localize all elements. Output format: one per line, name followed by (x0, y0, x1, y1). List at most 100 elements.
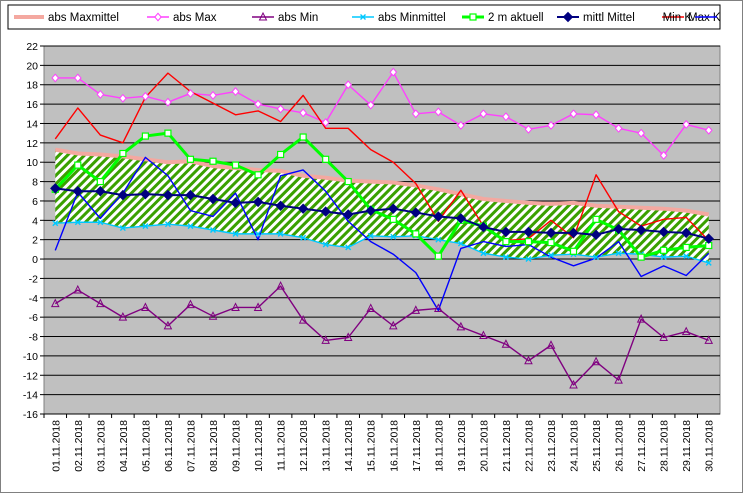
marker-mittl-mittel (275, 200, 286, 211)
marker-abs-max (434, 107, 443, 117)
marker-mittl-mittel (117, 189, 129, 201)
series-line-min-k (54, 156, 710, 312)
x-tick-label: 07.11.2018 (185, 420, 197, 472)
marker-2-m-aktuell (344, 177, 352, 186)
marker-abs-min (456, 321, 466, 331)
x-tick-label: 24.11.2018 (569, 420, 581, 472)
marker-abs-max (119, 93, 127, 103)
marker-mittl-mittel (635, 224, 647, 236)
series-line-abs-minmittel (55, 221, 709, 264)
marker-abs-min (321, 335, 330, 344)
marker-abs-minmittel (705, 259, 712, 266)
legend-label-abs-min: abs Min (278, 12, 318, 24)
marker-2-m-aktuell (434, 252, 442, 260)
y-tick-label: -12 (23, 370, 38, 382)
marker-abs-min (141, 302, 150, 311)
marker-mittl-mittel (613, 223, 624, 235)
legend-label-abs-max: abs Max (173, 12, 217, 24)
marker-mittl-mittel (703, 233, 714, 244)
marker-abs-minmittel (480, 250, 487, 257)
marker-abs-max (73, 73, 82, 83)
marker-abs-minmittel (277, 230, 284, 237)
y-tick-label: 10 (26, 157, 38, 169)
marker-mittl-mittel (568, 227, 579, 239)
marker-2-m-aktuell (209, 157, 217, 165)
x-tick-label: 04.11.2018 (118, 420, 130, 472)
x-tick-label: 01.11.2018 (50, 420, 62, 472)
marker-abs-min (479, 330, 488, 340)
series-markers (50, 67, 714, 389)
marker-abs-minmittel (345, 244, 352, 251)
y-tick-label: -8 (29, 332, 38, 344)
marker-abs-max (344, 80, 353, 90)
marker-abs-max (592, 110, 600, 120)
legend-marker-2-m-aktuell (469, 13, 477, 21)
marker-2-m-aktuell (592, 215, 600, 223)
marker-abs-max (299, 108, 307, 118)
x-tick-label: 10.11.2018 (253, 420, 265, 472)
marker-2-m-aktuell (682, 243, 690, 252)
series-line-abs-max (55, 71, 709, 157)
marker-mittl-mittel (478, 221, 489, 233)
marker-2-m-aktuell (502, 238, 510, 246)
marker-abs-max (502, 112, 510, 122)
x-tick-label: 25.11.2018 (591, 420, 603, 472)
marker-abs-minmittel (210, 227, 216, 233)
series-line-max-k (54, 72, 710, 242)
marker-abs-minmittel (502, 254, 509, 261)
marker-abs-minmittel (232, 230, 239, 237)
marker-mittl-mittel (545, 227, 557, 239)
marker-abs-minmittel (97, 219, 104, 226)
marker-abs-min (50, 298, 60, 308)
marker-abs-minmittel (74, 219, 81, 226)
x-axis: 01.11.2018 02.11.2018 03.11.2018 04.11.2018… (43, 413, 720, 472)
marker-2-m-aktuell (412, 230, 420, 238)
marker-abs-min (501, 339, 511, 348)
marker-abs-minmittel (119, 225, 126, 232)
y-tick-label: 2 (32, 235, 38, 247)
marker-abs-minmittel (683, 253, 690, 260)
marker-abs-max (276, 104, 285, 114)
y-tick-label: -16 (23, 409, 38, 421)
legend-label-abs-maxmittel: abs Maxmittel (48, 12, 119, 24)
marker-2-m-aktuell (660, 246, 668, 254)
marker-2-m-aktuell (254, 171, 262, 179)
marker-abs-min (411, 305, 421, 314)
marker-abs-min (366, 303, 376, 312)
marker-2-m-aktuell (569, 247, 578, 255)
marker-abs-min (704, 335, 714, 344)
marker-2-m-aktuell (277, 150, 285, 159)
x-tick-label: 03.11.2018 (95, 420, 107, 472)
marker-mittl-mittel (230, 197, 241, 209)
marker-2-m-aktuell (547, 238, 555, 247)
marker-mittl-mittel (658, 226, 669, 238)
marker-2-m-aktuell (141, 132, 149, 140)
x-tick-label: 05.11.2018 (140, 420, 152, 472)
marker-abs-min (614, 374, 623, 384)
marker-2-m-aktuell (299, 133, 307, 141)
marker-abs-max (209, 90, 217, 100)
x-tick-label: 26.11.2018 (614, 420, 626, 472)
marker-abs-max (479, 109, 488, 119)
x-tick-label: 30.11.2018 (704, 420, 716, 472)
marker-mittl-mittel (185, 189, 196, 201)
marker-abs-max (186, 88, 195, 98)
marker-abs-minmittel (548, 252, 554, 259)
x-tick-label: 17.11.2018 (411, 420, 423, 472)
marker-abs-max (547, 120, 555, 130)
marker-abs-min (73, 284, 83, 294)
x-tick-label: 23.11.2018 (546, 420, 558, 472)
marker-abs-min (659, 332, 668, 341)
legend-label-2-m-aktuell: 2 m aktuell (488, 12, 544, 24)
y-tick-label: 22 (26, 41, 38, 53)
marker-mittl-mittel (523, 226, 534, 238)
marker-abs-minmittel (457, 240, 464, 247)
marker-abs-min (388, 320, 398, 330)
y-tick-label: 8 (32, 177, 38, 189)
marker-abs-minmittel (52, 220, 59, 227)
marker-abs-max (704, 125, 713, 135)
marker-abs-max (321, 118, 330, 127)
marker-abs-max (141, 91, 150, 101)
marker-abs-max (51, 73, 60, 83)
